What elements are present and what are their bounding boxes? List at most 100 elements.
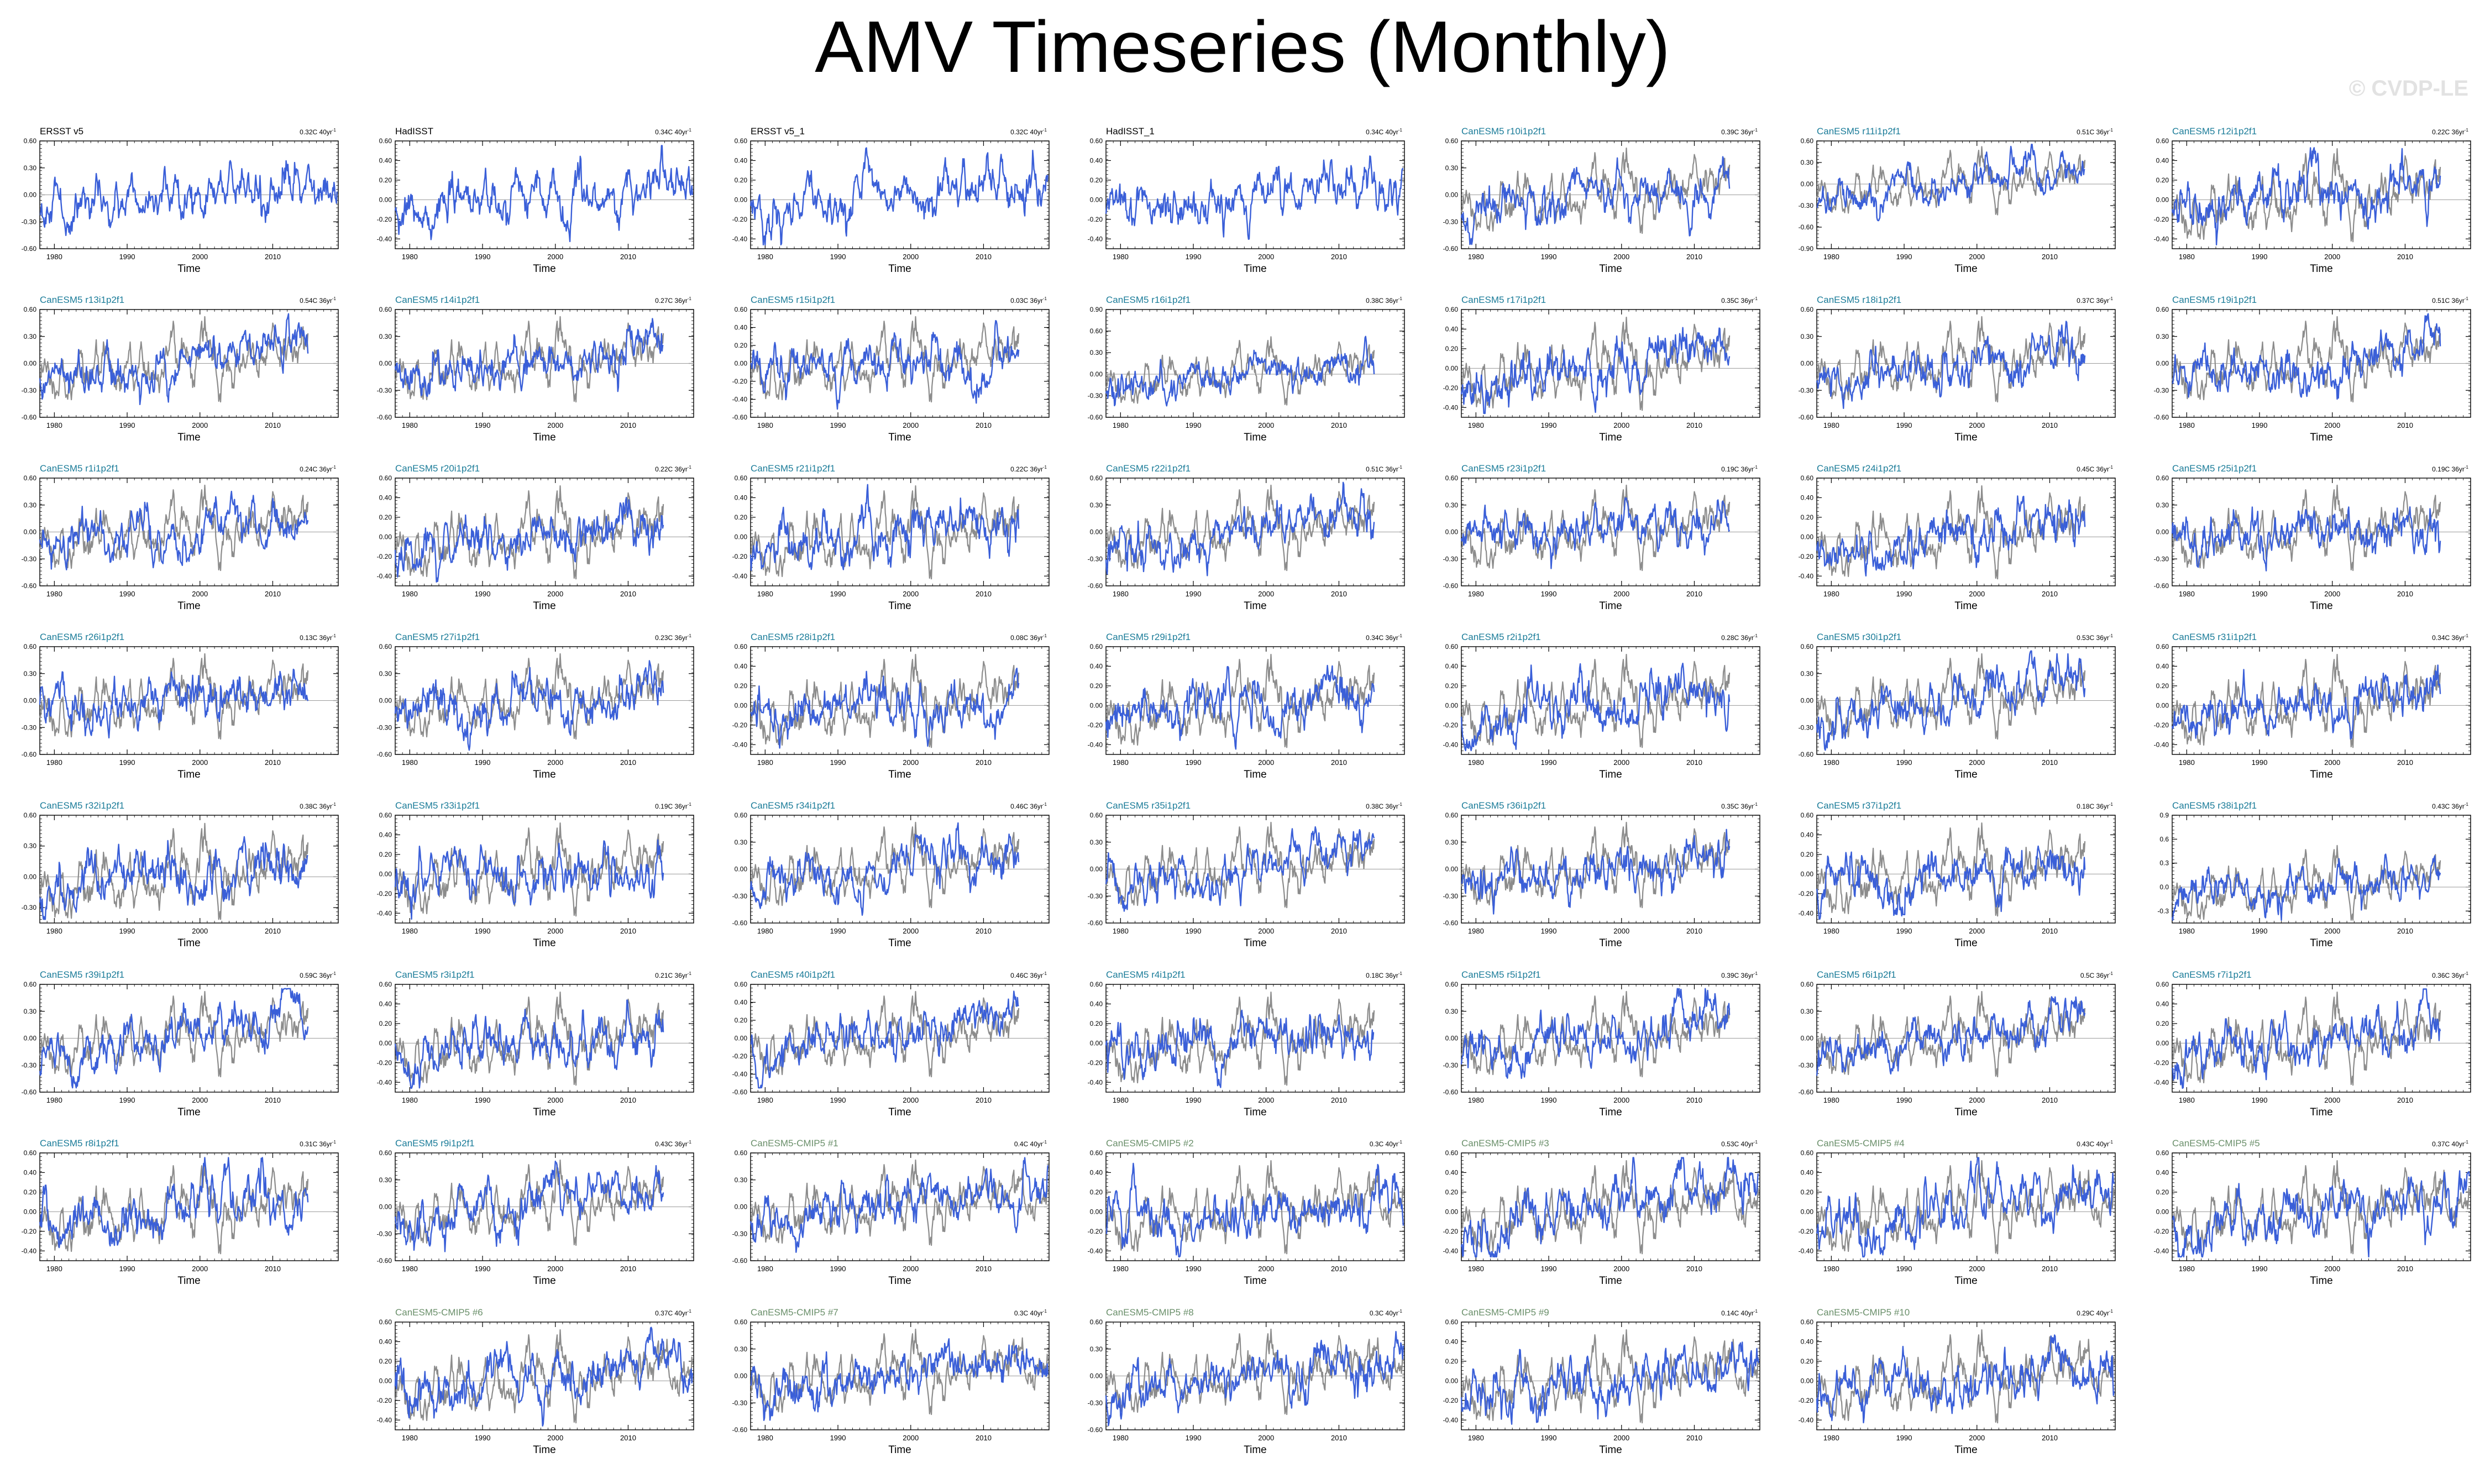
y-tick-label: 0.30 bbox=[1445, 501, 1459, 509]
x-tick-label: 1980 bbox=[46, 421, 62, 429]
y-tick-label: -0.40 bbox=[1799, 572, 1814, 580]
x-tick-label: 1980 bbox=[46, 590, 62, 598]
y-tick-label: 0.20 bbox=[2156, 176, 2169, 184]
x-tick-label: 2010 bbox=[976, 758, 992, 767]
y-tick-label: -0.60 bbox=[2154, 582, 2169, 590]
panel-frame bbox=[1461, 646, 1760, 755]
y-tick-label: -0.60 bbox=[1443, 245, 1459, 253]
series-line bbox=[1460, 497, 1731, 569]
x-axis-title: Time bbox=[1244, 263, 1267, 275]
x-tick-label: 2000 bbox=[2324, 421, 2340, 429]
y-tick-label: -0.20 bbox=[1088, 216, 1103, 223]
y-tick-label: 0.60 bbox=[735, 474, 748, 482]
x-tick-label: 1990 bbox=[475, 253, 491, 261]
series-line bbox=[1816, 321, 2086, 409]
panel-label: CanESM5 r29i1p2f1 bbox=[1106, 632, 1191, 642]
panel-trend: 0.32C 40yr-1 bbox=[300, 128, 336, 136]
panel-canesm5-r29i1p2f1: CanESM5 r29i1p2f1 0.34C 36yr-1 0.60 0.40 0.2… bbox=[1088, 632, 1405, 780]
x-tick-label: 1990 bbox=[1186, 421, 1202, 429]
panel-canesm5-r23i1p2f1: CanESM5 r23i1p2f1 0.19C 36yr-1 0.60 0.30 0.0… bbox=[1443, 463, 1760, 612]
x-tick-label: 2010 bbox=[1331, 758, 1347, 767]
panel-label: CanESM5 r1i1p2f1 bbox=[40, 463, 119, 474]
x-tick-label: 1990 bbox=[1186, 758, 1202, 767]
series-line bbox=[750, 320, 1020, 410]
series-line bbox=[39, 160, 338, 237]
panel-trend: 0.51C 36yr-1 bbox=[2432, 296, 2468, 305]
x-tick-label: 2000 bbox=[192, 927, 208, 935]
series-line bbox=[2172, 313, 2441, 400]
panel-canesm5-r27i1p2f1: CanESM5 r27i1p2f1 0.23C 36yr-1 0.60 0.30 0.0… bbox=[377, 632, 694, 780]
x-tick-label: 2010 bbox=[620, 253, 636, 261]
x-tick-label: 2000 bbox=[1258, 590, 1274, 598]
x-tick-label: 2010 bbox=[265, 421, 281, 429]
y-tick-label: 0.00 bbox=[735, 196, 748, 203]
panel-label: CanESM5 r2i1p2f1 bbox=[1461, 632, 1541, 642]
y-tick-label: 0.00 bbox=[1090, 370, 1103, 378]
y-tick-label: 0.00 bbox=[379, 533, 392, 541]
reference-series-line bbox=[749, 654, 1020, 748]
panel-label: CanESM5 r15i1p2f1 bbox=[751, 295, 835, 305]
y-tick-label: 0.20 bbox=[735, 513, 748, 521]
panel-label: CanESM5 r17i1p2f1 bbox=[1461, 295, 1546, 305]
x-tick-label: 1980 bbox=[46, 253, 62, 261]
x-axis-title: Time bbox=[888, 432, 911, 443]
y-tick-label: -0.30 bbox=[2154, 386, 2169, 394]
y-tick-label: 0.00 bbox=[379, 360, 392, 368]
panel-label: CanESM5 r31i1p2f1 bbox=[2172, 632, 2257, 642]
x-tick-label: 2000 bbox=[1969, 253, 1985, 261]
x-axis-title: Time bbox=[888, 600, 911, 612]
x-tick-label: 2000 bbox=[192, 590, 208, 598]
x-tick-label: 2010 bbox=[1331, 590, 1347, 598]
x-tick-label: 1980 bbox=[757, 590, 773, 598]
panel-ersst-v5: ERSST v5 0.32C 40yr-1 0.60 0.30 0.00 -0.30 -0.… bbox=[22, 126, 339, 275]
x-tick-label: 1990 bbox=[830, 421, 846, 429]
series-line bbox=[2171, 147, 2441, 246]
panel-canesm5-r26i1p2f1: CanESM5 r26i1p2f1 0.13C 36yr-1 0.60 0.30 0.0… bbox=[22, 632, 339, 780]
panel-label: CanESM5 r10i1p2f1 bbox=[1461, 126, 1546, 137]
y-tick-label: 0.00 bbox=[1445, 528, 1459, 536]
y-tick-label: -0.60 bbox=[2154, 413, 2169, 421]
panel-frame bbox=[1105, 140, 1405, 249]
panel-trend: 0.22C 36yr-1 bbox=[655, 465, 691, 473]
x-tick-label: 2010 bbox=[1331, 253, 1347, 261]
y-tick-label: 0.60 bbox=[735, 306, 748, 313]
x-tick-label: 2000 bbox=[1258, 421, 1274, 429]
y-tick-label: 0.60 bbox=[1801, 306, 1814, 313]
x-axis-title: Time bbox=[177, 937, 201, 949]
panel-trend: 0.19C 36yr-1 bbox=[2432, 465, 2468, 473]
y-tick-label: 0.00 bbox=[735, 360, 748, 368]
y-tick-label: -0.20 bbox=[377, 553, 392, 560]
x-tick-label: 1990 bbox=[119, 927, 135, 935]
reference-series-line bbox=[749, 316, 1020, 403]
x-tick-label: 1980 bbox=[1468, 253, 1484, 261]
y-tick-label: 0.00 bbox=[2156, 196, 2169, 203]
panel-label: HadISST_1 bbox=[1106, 126, 1155, 137]
series-line bbox=[749, 484, 1020, 571]
y-tick-label: 0.20 bbox=[1090, 176, 1103, 184]
x-tick-label: 1980 bbox=[757, 758, 773, 767]
x-tick-label: 2010 bbox=[620, 758, 636, 767]
x-tick-label: 2000 bbox=[547, 758, 563, 767]
series-line bbox=[39, 490, 309, 570]
x-axis-title: Time bbox=[177, 263, 201, 275]
x-tick-label: 2000 bbox=[547, 421, 563, 429]
panel-trend: 0.54C 36yr-1 bbox=[300, 296, 336, 305]
y-tick-label: 0.40 bbox=[2156, 662, 2169, 670]
y-tick-label: 0.20 bbox=[735, 176, 748, 184]
y-tick-label: 0.40 bbox=[379, 156, 392, 164]
panel-label: ERSST v5 bbox=[40, 126, 83, 137]
x-tick-label: 2000 bbox=[1613, 253, 1629, 261]
panel-trend: 0.38C 36yr-1 bbox=[300, 802, 336, 810]
series-line bbox=[1105, 664, 1375, 750]
y-tick-label: 0.00 bbox=[2156, 701, 2169, 709]
panel-canesm5-r24i1p2f1: CanESM5 r24i1p2f1 0.45C 36yr-1 0.60 0.40 0.2… bbox=[1799, 463, 2116, 612]
y-tick-label: -0.40 bbox=[732, 396, 748, 403]
y-tick-label: 0.60 bbox=[24, 137, 37, 145]
y-tick-label: 0.20 bbox=[2156, 682, 2169, 690]
y-tick-label: 0.60 bbox=[1445, 137, 1459, 145]
y-tick-label: 0.30 bbox=[1445, 164, 1459, 172]
panel-trend: 0.51C 36yr-1 bbox=[2077, 128, 2113, 136]
y-tick-label: 0.40 bbox=[1801, 494, 1814, 501]
y-tick-label: 0.20 bbox=[1090, 682, 1103, 690]
y-tick-label: -0.60 bbox=[22, 751, 37, 758]
